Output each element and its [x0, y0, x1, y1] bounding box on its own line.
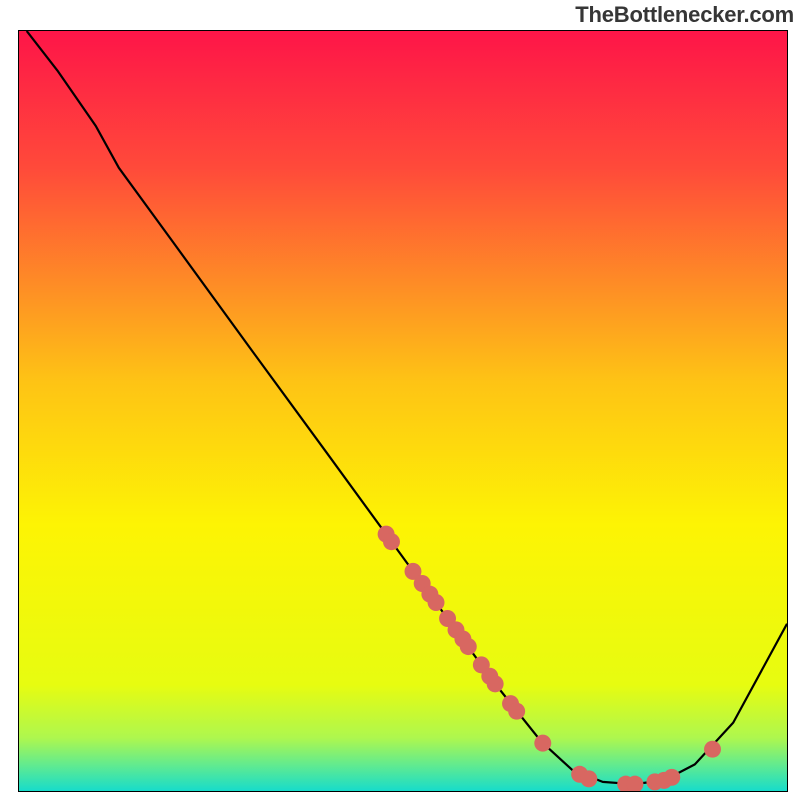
plot-svg — [19, 31, 787, 791]
data-marker — [534, 735, 551, 752]
data-marker — [704, 741, 721, 758]
data-marker — [487, 675, 504, 692]
data-marker — [460, 638, 477, 655]
data-marker — [663, 769, 680, 786]
data-marker — [508, 703, 525, 720]
data-marker — [580, 770, 597, 787]
watermark-text: TheBottlenecker.com — [575, 2, 794, 28]
gradient-background — [19, 31, 787, 791]
plot-area — [18, 30, 788, 792]
data-marker — [383, 533, 400, 550]
chart-container: TheBottlenecker.com — [0, 0, 800, 800]
data-marker — [428, 594, 445, 611]
